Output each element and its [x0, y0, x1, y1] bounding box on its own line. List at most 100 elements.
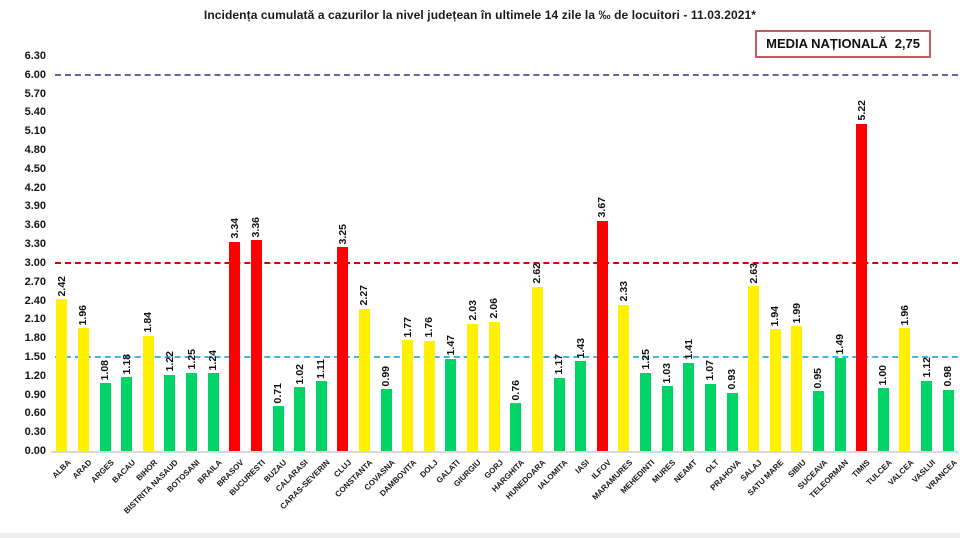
bar-salaj: [748, 286, 760, 451]
bar-value-label: 0.71: [272, 383, 284, 404]
bar-bucuresti: [250, 240, 262, 451]
bar-value-label: 1.02: [293, 363, 306, 385]
bar-arad: [77, 328, 89, 451]
x-axis-category-label: NEAMT: [672, 458, 700, 485]
bar-braila: [207, 373, 219, 451]
bar-value-label: 1.96: [898, 304, 911, 326]
bar-suceava: [812, 391, 824, 451]
y-axis-tick-label: 5.70: [24, 87, 46, 100]
bar-value-label: 2.06: [488, 298, 501, 319]
bar-neamt: [683, 362, 695, 451]
alert-threshold-6.0-line: [55, 73, 958, 76]
bar-value-label: 1.76: [423, 317, 436, 338]
y-axis-tick-label: 6.00: [24, 68, 46, 81]
bar-satu-mare: [769, 329, 781, 451]
bar-value-label: 1.24: [207, 349, 220, 371]
bar-prahova: [726, 392, 738, 451]
bar-value-label: 1.18: [120, 353, 133, 375]
national-average-value: 2,75: [894, 36, 920, 51]
bar-timis: [856, 123, 868, 451]
bar-covasna: [380, 388, 392, 451]
bar-gorj: [488, 321, 500, 451]
alert-threshold-1.5-line: [55, 355, 958, 358]
bar-value-label: 1.94: [769, 305, 782, 327]
bar-dambovita: [402, 340, 414, 451]
bar-botosani: [186, 372, 198, 451]
bar-value-label: 1.25: [639, 349, 652, 370]
bar-vrancea: [942, 389, 954, 451]
bar-value-label: 2.62: [531, 263, 544, 284]
bar-value-label: 3.36: [250, 216, 263, 238]
bar-brasov: [229, 241, 241, 451]
national-average-label: MEDIA NAȚIONALĂ: [766, 36, 888, 51]
bar-dolj: [423, 340, 435, 451]
y-axis-tick-label: 2.40: [24, 294, 46, 307]
bar-galati: [445, 358, 457, 451]
bar-value-label: 1.12: [920, 357, 933, 378]
bar-value-label: 1.43: [574, 337, 587, 359]
bar-ialomita: [553, 377, 565, 451]
y-axis-tick-label: 4.20: [24, 181, 46, 194]
y-axis-tick-label: 5.40: [24, 106, 46, 119]
y-axis-tick-label: 3.90: [24, 200, 46, 213]
bar-value-label: 1.03: [661, 362, 674, 384]
x-axis-category-label: ALBA: [50, 458, 73, 481]
bar-mures: [661, 386, 673, 451]
bar-value-label: 1.08: [99, 359, 112, 381]
bar-value-label: 1.49: [834, 334, 847, 355]
bar-vaslui: [921, 380, 933, 451]
bar-value-label: 3.25: [336, 223, 349, 245]
bar-alba: [56, 299, 68, 451]
y-axis-tick-label: 3.60: [24, 219, 46, 232]
bar-valcea: [899, 328, 911, 451]
bar-tulcea: [877, 388, 889, 451]
bar-giurgiu: [467, 323, 479, 451]
bar-bistrita-nasaud: [164, 374, 176, 451]
bar-bacau: [121, 377, 133, 451]
y-axis-tick-label: 2.10: [24, 313, 46, 326]
x-axis-baseline: [51, 451, 959, 453]
bar-value-label: 0.76: [509, 379, 522, 401]
bar-value-label: 0.95: [812, 368, 825, 389]
bar-value-label: 1.99: [790, 302, 803, 324]
chart-title: Incidența cumulată a cazurilor la nivel …: [203, 8, 757, 22]
bar-bihor: [142, 335, 154, 451]
y-axis-tick-label: 1.20: [24, 369, 46, 382]
bar-harghita: [510, 403, 522, 451]
bar-olt: [704, 383, 716, 451]
bar-calarasi: [294, 387, 306, 451]
y-axis-tick-label: 5.10: [24, 125, 46, 138]
bar-cluj: [337, 247, 349, 451]
bar-mehedinti: [640, 372, 652, 451]
bar-caras-severin: [315, 381, 327, 451]
bar-value-label: 1.07: [704, 360, 717, 381]
bar-value-label: 0.93: [726, 369, 738, 390]
bar-ilfov: [596, 220, 608, 451]
y-axis-tick-label: 1.50: [24, 350, 46, 363]
y-axis-tick-label: 0.60: [24, 407, 46, 420]
x-axis-category-label: ARGES: [88, 458, 116, 485]
bar-buzau: [272, 406, 284, 451]
bar-sibiu: [791, 326, 803, 451]
bar-value-label: 0.99: [380, 365, 393, 386]
bar-iasi: [575, 361, 587, 451]
y-axis-tick-label: 2.70: [24, 275, 46, 288]
bar-value-label: 1.11: [315, 358, 328, 379]
bar-value-label: 1.25: [185, 349, 198, 370]
bar-value-label: 2.42: [55, 275, 68, 297]
x-axis-category-label: IASI: [573, 458, 592, 476]
national-average-box: MEDIA NAȚIONALĂ 2,75: [755, 30, 931, 58]
bar-value-label: 1.17: [553, 354, 566, 375]
y-axis-tick-label: 6.30: [24, 49, 46, 62]
bar-maramures: [618, 304, 630, 451]
x-axis-category-label: OLT: [703, 458, 721, 476]
bottom-edge: [0, 533, 960, 538]
bar-arges: [99, 383, 111, 451]
y-axis-tick-label: 0.90: [24, 388, 46, 401]
bar-value-label: 2.33: [617, 281, 630, 302]
y-axis-tick-label: 0.30: [24, 426, 46, 439]
bar-teleorman: [834, 357, 846, 451]
x-axis-category-label: TELEORMAN: [808, 458, 851, 501]
bar-value-label: 2.03: [466, 300, 479, 321]
